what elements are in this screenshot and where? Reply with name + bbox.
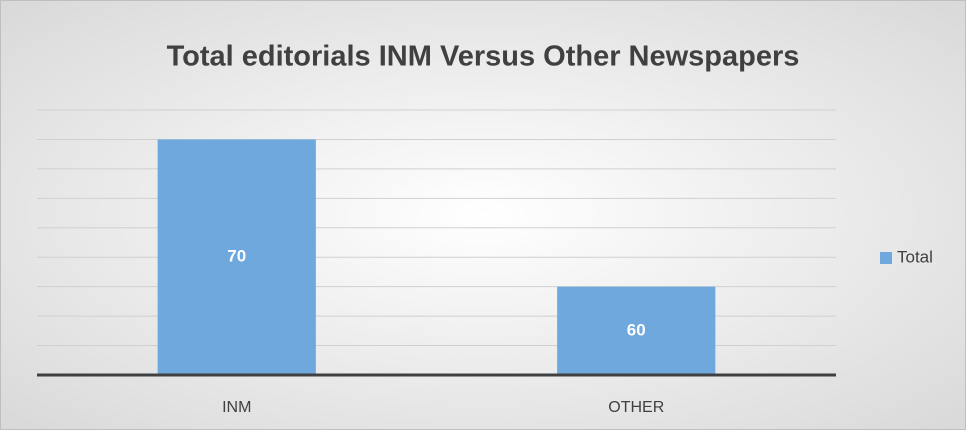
legend-swatch	[880, 252, 892, 264]
x-tick-label: INM	[222, 399, 251, 416]
data-label: 60	[627, 320, 646, 339]
legend-label: Total	[897, 247, 933, 266]
chart-title: Total editorials INM Versus Other Newspa…	[167, 41, 800, 73]
bar	[157, 139, 316, 375]
bar	[557, 286, 716, 375]
data-label: 70	[227, 247, 246, 266]
x-tick-label: OTHER	[608, 399, 664, 416]
